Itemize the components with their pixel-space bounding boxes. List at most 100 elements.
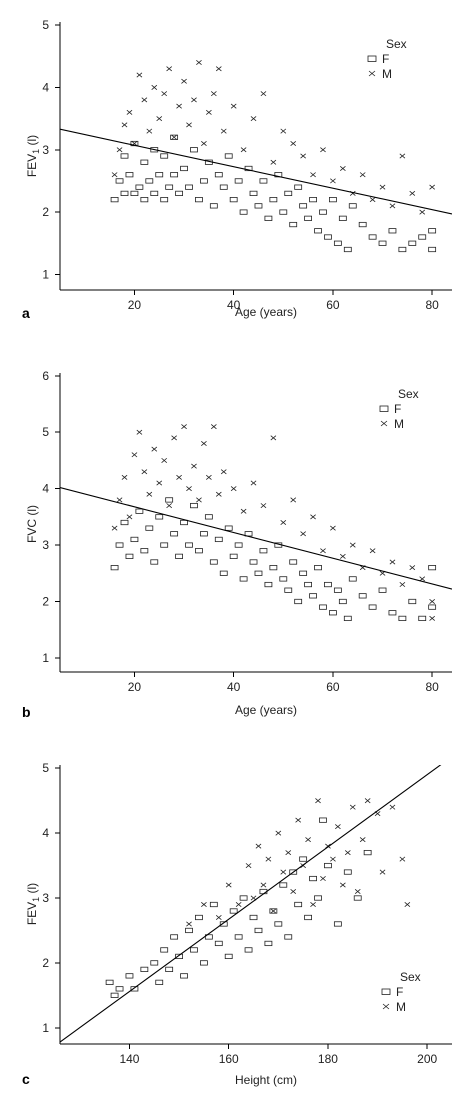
data-point-f bbox=[284, 587, 293, 593]
data-point-m bbox=[315, 798, 321, 804]
data-point-m bbox=[181, 78, 187, 84]
data-point-m bbox=[181, 424, 187, 430]
data-point-f bbox=[314, 565, 322, 571]
data-point-f bbox=[120, 190, 129, 196]
legend-title: Sex bbox=[386, 37, 407, 51]
data-point-m bbox=[409, 190, 416, 196]
data-point-m bbox=[206, 109, 212, 115]
data-point-f bbox=[299, 203, 308, 209]
data-point-m bbox=[201, 901, 207, 908]
data-point-m bbox=[121, 122, 128, 128]
data-point-f bbox=[199, 960, 208, 966]
data-point-m bbox=[265, 856, 272, 862]
data-point-f bbox=[314, 228, 322, 234]
legend-label-m: M bbox=[396, 1000, 406, 1014]
data-point-m bbox=[186, 122, 192, 128]
data-point-m bbox=[409, 565, 416, 571]
y-tick-label: 1 bbox=[42, 1021, 49, 1035]
data-point-f bbox=[244, 165, 253, 172]
data-point-m bbox=[359, 837, 366, 843]
data-point-f bbox=[294, 901, 303, 908]
data-point-m bbox=[136, 72, 143, 78]
data-point-f bbox=[249, 190, 258, 196]
data-point-m bbox=[349, 542, 356, 548]
data-point-f bbox=[264, 581, 273, 588]
data-point-f bbox=[214, 172, 223, 178]
data-point-f bbox=[170, 934, 179, 940]
data-point-f bbox=[358, 593, 367, 599]
data-point-f bbox=[180, 519, 188, 526]
data-point-f bbox=[150, 559, 159, 565]
data-point-f bbox=[219, 921, 228, 927]
data-point-m bbox=[359, 172, 366, 178]
data-point-m bbox=[255, 843, 262, 849]
data-point-m bbox=[270, 435, 277, 441]
y-axis-title: FVC (l) bbox=[25, 505, 39, 543]
data-point-m bbox=[245, 863, 252, 869]
data-point-f bbox=[329, 610, 337, 616]
data-point-m bbox=[171, 134, 177, 140]
plot-area bbox=[60, 60, 452, 253]
data-point-f bbox=[229, 908, 238, 914]
x-axis-title: Age (years) bbox=[235, 703, 297, 717]
y-tick-label: 5 bbox=[42, 761, 49, 775]
y-tick-label: 5 bbox=[42, 18, 49, 32]
data-point-f bbox=[214, 940, 223, 947]
legend-label-f: F bbox=[394, 402, 401, 416]
data-point-m bbox=[116, 147, 123, 153]
data-point-f bbox=[209, 559, 218, 565]
data-point-m bbox=[260, 503, 267, 509]
data-point-m bbox=[344, 850, 351, 856]
data-point-f bbox=[269, 908, 278, 914]
data-point-m bbox=[111, 525, 118, 531]
data-point-f bbox=[170, 531, 179, 537]
data-point-m bbox=[300, 531, 306, 537]
data-point-m bbox=[280, 869, 287, 875]
data-point-m bbox=[419, 209, 426, 215]
data-point-f bbox=[353, 895, 362, 901]
data-point-m bbox=[404, 901, 411, 908]
data-point-f bbox=[259, 548, 268, 554]
legend-label-m: M bbox=[394, 417, 404, 431]
data-point-m bbox=[141, 469, 148, 475]
data-point-f bbox=[185, 927, 193, 934]
y-tick-label: 3 bbox=[42, 538, 49, 552]
data-point-f bbox=[209, 203, 218, 209]
x-tick-label: 200 bbox=[417, 1052, 437, 1066]
data-point-m bbox=[389, 203, 396, 209]
y-axis-title: FEV1 (l) bbox=[25, 135, 41, 177]
data-point-f bbox=[135, 184, 144, 190]
data-point-m bbox=[379, 184, 386, 190]
data-point-m bbox=[230, 103, 237, 109]
data-point-f bbox=[239, 895, 248, 901]
y-tick-label: 3 bbox=[42, 143, 49, 157]
data-point-m bbox=[210, 91, 217, 97]
data-point-f bbox=[125, 172, 134, 178]
data-point-f bbox=[418, 615, 427, 622]
data-point-f bbox=[378, 587, 387, 593]
data-point-m bbox=[136, 429, 143, 435]
data-point-f bbox=[289, 221, 298, 228]
legend-marker-f bbox=[381, 988, 391, 995]
data-point-f bbox=[229, 197, 238, 203]
data-point-m bbox=[339, 165, 346, 171]
data-point-f bbox=[304, 581, 313, 588]
data-point-f bbox=[165, 184, 174, 190]
y-axis-title-main: FEV bbox=[25, 154, 39, 177]
data-point-f bbox=[264, 215, 273, 221]
data-point-f bbox=[229, 553, 238, 559]
legend-title: Sex bbox=[398, 387, 419, 401]
data-point-f bbox=[160, 542, 169, 548]
legend-title: Sex bbox=[400, 970, 421, 984]
panel-letter: b bbox=[22, 704, 31, 720]
legend-label-f: F bbox=[382, 52, 389, 66]
data-point-m bbox=[206, 474, 212, 480]
data-point-f bbox=[195, 197, 203, 203]
data-point-f bbox=[249, 914, 258, 921]
data-point-f bbox=[324, 234, 332, 240]
data-point-f bbox=[284, 934, 293, 940]
data-point-f bbox=[304, 215, 313, 221]
data-point-m bbox=[295, 817, 302, 823]
legend-marker-f bbox=[379, 405, 389, 412]
